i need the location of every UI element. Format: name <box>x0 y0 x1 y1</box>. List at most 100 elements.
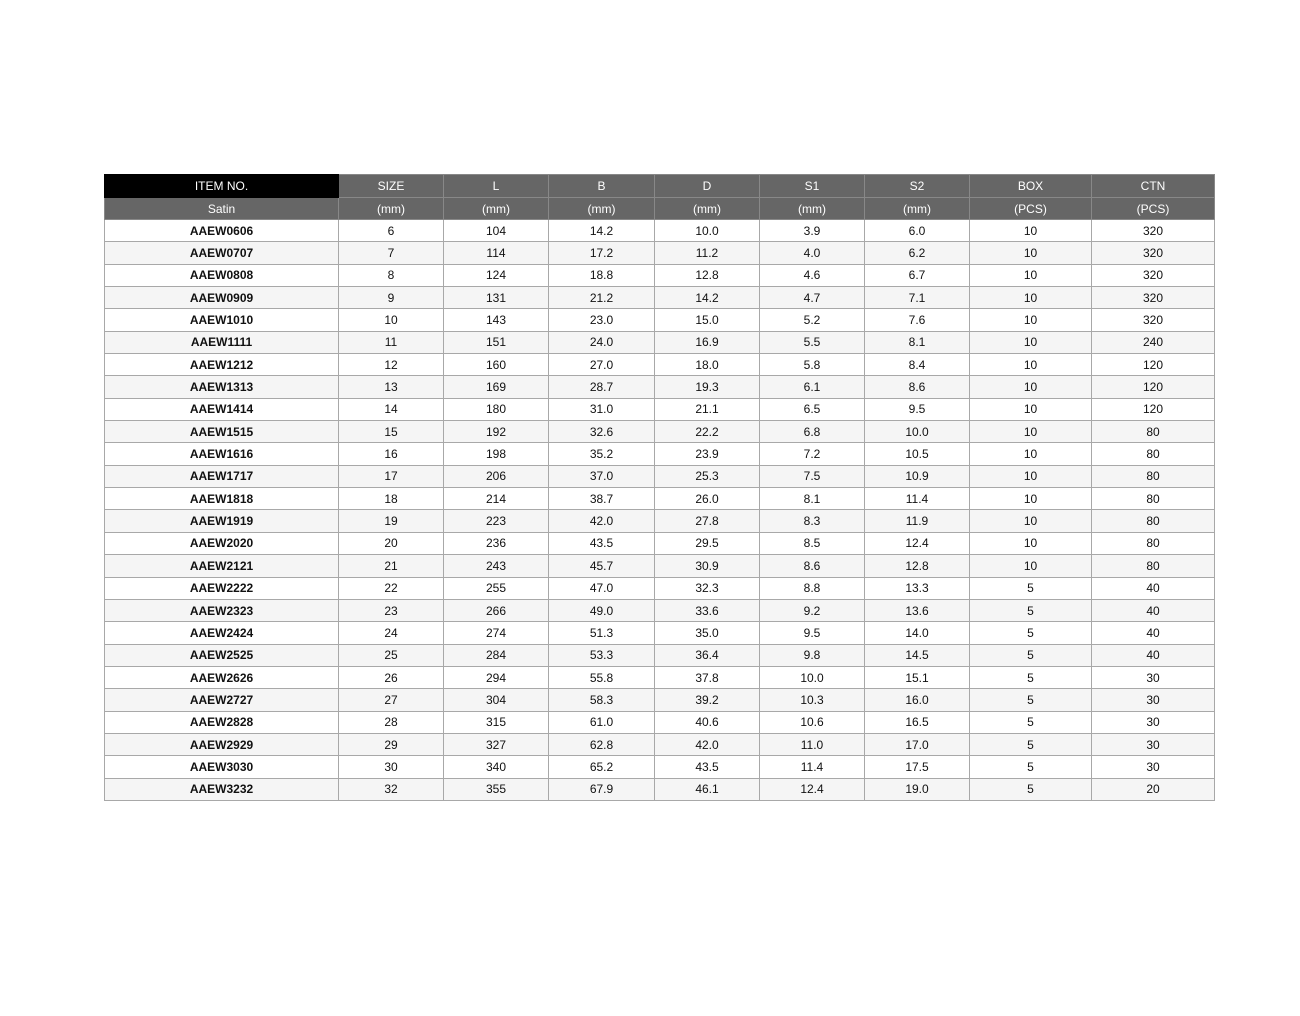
cell-box: 10 <box>969 554 1092 578</box>
cell-d: 43.5 <box>654 755 760 779</box>
cell-d: 27.8 <box>654 509 760 533</box>
cell-b: 45.7 <box>548 554 655 578</box>
cell-s1: 5.2 <box>759 308 865 332</box>
item-number-cell: AAEW2626 <box>104 665 339 690</box>
cell-size: 23 <box>338 598 444 623</box>
cell-ctn: 80 <box>1091 420 1215 444</box>
cell-d: 21.1 <box>654 397 760 422</box>
cell-size: 12 <box>338 353 444 377</box>
cell-box: 10 <box>969 286 1092 310</box>
item-number-cell: AAEW1818 <box>104 487 339 511</box>
cell-size: 11 <box>338 330 444 355</box>
cell-ctn: 40 <box>1091 643 1215 667</box>
table-row: AAEW2525 25 284 53.3 36.4 9.8 14.5 5 40 <box>104 643 1215 667</box>
table-row: AAEW3030 30 340 65.2 43.5 11.4 17.5 5 30 <box>104 755 1215 779</box>
item-number-cell: AAEW1010 <box>104 308 339 332</box>
cell-box: 10 <box>969 375 1092 399</box>
cell-s1: 8.1 <box>759 487 865 511</box>
cell-s2: 7.6 <box>864 308 970 332</box>
cell-l: 255 <box>443 576 549 600</box>
cell-b: 37.0 <box>548 464 655 489</box>
cell-s2: 16.5 <box>864 710 970 734</box>
cell-l: 236 <box>443 531 549 556</box>
cell-s1: 11.4 <box>759 755 865 779</box>
cell-l: 327 <box>443 732 549 757</box>
cell-s1: 8.8 <box>759 576 865 600</box>
cell-l: 198 <box>443 442 549 466</box>
cell-b: 27.0 <box>548 353 655 377</box>
cell-size: 13 <box>338 375 444 399</box>
cell-s1: 9.2 <box>759 598 865 623</box>
cell-size: 30 <box>338 755 444 779</box>
cell-s2: 17.0 <box>864 732 970 757</box>
cell-b: 21.2 <box>548 286 655 310</box>
cell-size: 10 <box>338 308 444 332</box>
cell-box: 10 <box>969 531 1092 556</box>
cell-box: 5 <box>969 777 1092 801</box>
item-number-cell: AAEW2020 <box>104 531 339 556</box>
cell-s1: 4.0 <box>759 241 865 265</box>
cell-ctn: 320 <box>1091 308 1215 332</box>
cell-s1: 9.8 <box>759 643 865 667</box>
cell-ctn: 40 <box>1091 576 1215 600</box>
cell-d: 12.8 <box>654 263 760 288</box>
item-number-cell: AAEW2323 <box>104 598 339 623</box>
item-number-cell: AAEW1717 <box>104 464 339 489</box>
cell-l: 192 <box>443 420 549 444</box>
cell-d: 22.2 <box>654 420 760 444</box>
cell-size: 19 <box>338 509 444 533</box>
item-no-header: ITEM NO. <box>104 174 339 198</box>
cell-d: 30.9 <box>654 554 760 578</box>
cell-b: 23.0 <box>548 308 655 332</box>
cell-s1: 8.5 <box>759 531 865 556</box>
cell-b: 18.8 <box>548 263 655 288</box>
cell-s2: 10.5 <box>864 442 970 466</box>
cell-size: 26 <box>338 665 444 690</box>
cell-l: 243 <box>443 554 549 578</box>
cell-box: 5 <box>969 665 1092 690</box>
cell-s2: 10.0 <box>864 420 970 444</box>
cell-s1: 12.4 <box>759 777 865 801</box>
item-number-cell: AAEW2828 <box>104 710 339 734</box>
column-header-box: BOX <box>969 174 1092 198</box>
item-number-cell: AAEW1212 <box>104 353 339 377</box>
cell-s1: 7.5 <box>759 464 865 489</box>
item-number-cell: AAEW0909 <box>104 286 339 310</box>
cell-b: 24.0 <box>548 330 655 355</box>
cell-ctn: 120 <box>1091 353 1215 377</box>
cell-box: 10 <box>969 308 1092 332</box>
cell-l: 151 <box>443 330 549 355</box>
cell-b: 28.7 <box>548 375 655 399</box>
cell-d: 26.0 <box>654 487 760 511</box>
item-number-cell: AAEW0808 <box>104 263 339 288</box>
cell-b: 38.7 <box>548 487 655 511</box>
cell-d: 11.2 <box>654 241 760 265</box>
cell-s1: 6.5 <box>759 397 865 422</box>
cell-size: 20 <box>338 531 444 556</box>
cell-s1: 3.9 <box>759 218 865 243</box>
cell-s2: 14.0 <box>864 621 970 645</box>
cell-d: 15.0 <box>654 308 760 332</box>
cell-size: 27 <box>338 688 444 712</box>
table-row: AAEW2222 22 255 47.0 32.3 8.8 13.3 5 40 <box>104 576 1215 600</box>
item-number-cell: AAEW2525 <box>104 643 339 667</box>
cell-b: 61.0 <box>548 710 655 734</box>
table-row: AAEW1919 19 223 42.0 27.8 8.3 11.9 10 80 <box>104 509 1215 533</box>
cell-size: 25 <box>338 643 444 667</box>
table-row: AAEW1414 14 180 31.0 21.1 6.5 9.5 10 120 <box>104 397 1215 422</box>
cell-ctn: 120 <box>1091 397 1215 422</box>
cell-ctn: 80 <box>1091 554 1215 578</box>
column-header-ctn: CTN <box>1091 174 1215 198</box>
cell-l: 355 <box>443 777 549 801</box>
table-row: AAEW2020 20 236 43.5 29.5 8.5 12.4 10 80 <box>104 531 1215 556</box>
cell-size: 9 <box>338 286 444 310</box>
cell-s1: 6.8 <box>759 420 865 444</box>
column-header-b: B <box>548 174 655 198</box>
table-row: AAEW2323 23 266 49.0 33.6 9.2 13.6 5 40 <box>104 598 1215 623</box>
cell-box: 5 <box>969 643 1092 667</box>
cell-s2: 10.9 <box>864 464 970 489</box>
cell-ctn: 20 <box>1091 777 1215 801</box>
cell-size: 21 <box>338 554 444 578</box>
cell-size: 8 <box>338 263 444 288</box>
cell-l: 274 <box>443 621 549 645</box>
